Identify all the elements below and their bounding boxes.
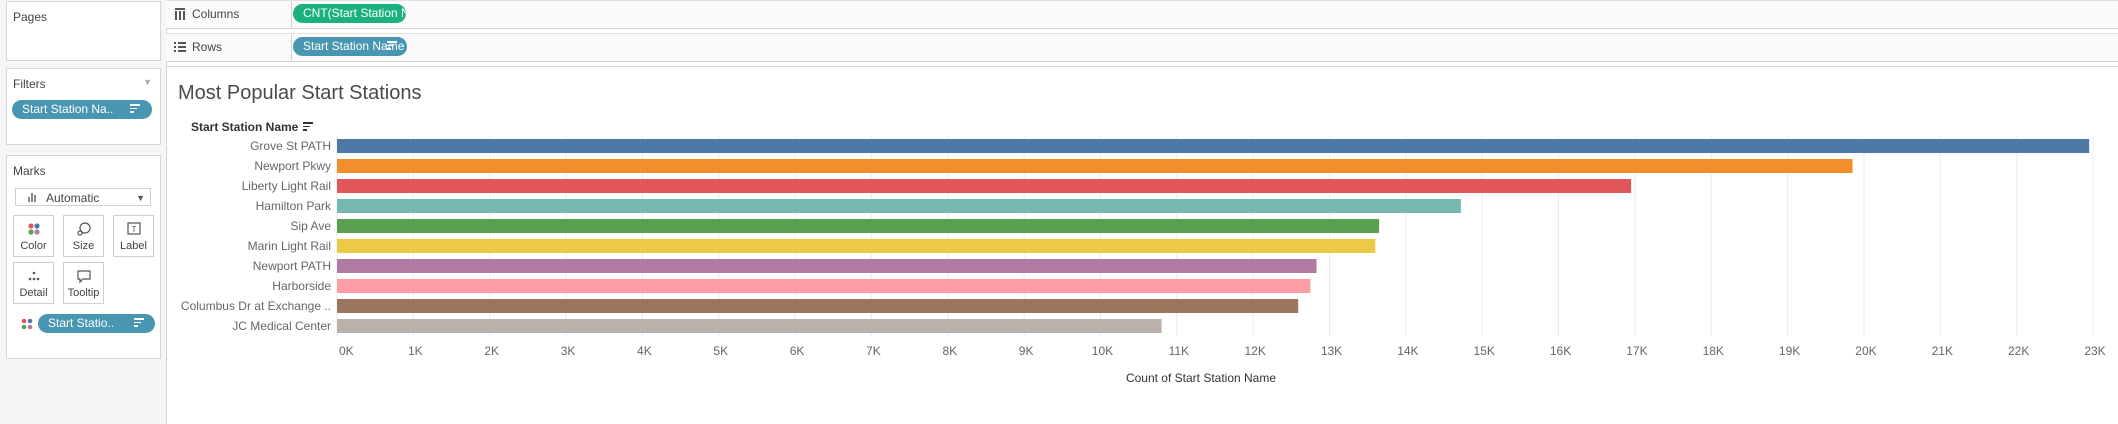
x-tick-label: 15K <box>1474 344 1495 358</box>
x-tick-label: 18K <box>1703 344 1724 358</box>
x-axis-title: Count of Start Station Name <box>1126 371 1276 385</box>
marks-title: Marks <box>13 164 46 178</box>
sort-icon[interactable] <box>303 122 313 132</box>
columns-shelf[interactable]: Columns CNT(Start Station Na.. <box>166 0 2118 29</box>
tooltip-button[interactable]: Tooltip <box>63 262 104 304</box>
filters-menu-icon[interactable]: ▼ <box>143 77 152 87</box>
category-label: Liberty Light Rail <box>242 179 331 193</box>
x-tick-label: 5K <box>713 344 728 358</box>
x-tick-label: 10K <box>1092 344 1113 358</box>
category-label: Harborside <box>272 279 331 293</box>
label-button[interactable]: T Label <box>113 215 154 257</box>
bar[interactable] <box>337 219 1380 233</box>
columns-pill-label: CNT(Start Station Na.. <box>303 6 406 20</box>
filter-pill-start-station[interactable]: Start Station Na.. <box>12 100 152 119</box>
color-encoding-icon <box>21 318 33 330</box>
label-icon: T <box>126 222 141 235</box>
shelf-divider <box>166 66 2118 67</box>
rows-pill[interactable]: Start Station Name <box>293 37 407 56</box>
color-pill-label: Start Statio.. <box>48 316 115 330</box>
pages-title: Pages <box>13 10 48 24</box>
bar[interactable] <box>337 279 1311 293</box>
category-label: Newport Pkwy <box>254 159 331 173</box>
sort-icon <box>134 318 144 328</box>
x-tick-label: 23K <box>2084 344 2105 358</box>
left-panel: Pages Filters ▼ Start Station Na.. Marks… <box>0 0 167 424</box>
mark-type-value: Automatic <box>46 191 100 205</box>
x-tick-label: 8K <box>942 344 957 358</box>
detail-button[interactable]: Detail <box>13 262 54 304</box>
rows-icon <box>174 41 186 53</box>
rows-pill-label: Start Station Name <box>303 39 405 53</box>
chevron-down-icon: ▼ <box>136 193 145 203</box>
columns-pill[interactable]: CNT(Start Station Na.. <box>293 4 406 23</box>
category-label: Marin Light Rail <box>248 239 331 253</box>
bar[interactable] <box>337 239 1376 253</box>
bar[interactable] <box>337 199 1461 213</box>
x-tick-label: 4K <box>637 344 652 358</box>
color-label: Color <box>20 240 47 252</box>
tooltip-label: Tooltip <box>67 287 100 299</box>
columns-icon <box>174 8 186 20</box>
x-tick-label: 16K <box>1550 344 1571 358</box>
x-tick-label: 19K <box>1779 344 1800 358</box>
row-header[interactable]: Start Station Name <box>191 120 313 134</box>
category-label: Hamilton Park <box>256 199 332 213</box>
tooltip-icon <box>76 270 91 284</box>
detail-icon <box>28 271 39 281</box>
category-label: JC Medical Center <box>232 319 331 333</box>
columns-label: Columns <box>192 7 240 21</box>
filters-title: Filters <box>13 77 46 91</box>
x-tick-label: 14K <box>1397 344 1418 358</box>
x-tick-label: 1K <box>408 344 423 358</box>
category-label: Columbus Dr at Exchange .. <box>181 299 331 313</box>
category-label: Grove St PATH <box>250 139 331 153</box>
bar[interactable] <box>337 299 1299 313</box>
bar[interactable] <box>337 179 1632 193</box>
row-header-label: Start Station Name <box>191 120 299 134</box>
sort-icon <box>387 41 397 51</box>
x-tick-label: 22K <box>2008 344 2029 358</box>
x-tick-label: 7K <box>866 344 881 358</box>
x-tick-label: 13K <box>1321 344 1342 358</box>
bar[interactable] <box>337 159 1853 173</box>
sort-icon <box>130 104 140 114</box>
size-label: Size <box>72 240 95 252</box>
x-tick-label: 20K <box>1855 344 1876 358</box>
x-tick-label: 11K <box>1169 344 1189 358</box>
size-icon <box>76 222 91 236</box>
x-tick-label: 2K <box>484 344 499 358</box>
x-tick-label: 21K <box>1932 344 1953 358</box>
bar[interactable] <box>337 319 1162 333</box>
filter-pill-label: Start Station Na.. <box>22 102 114 116</box>
bar[interactable] <box>337 139 2090 153</box>
pages-card[interactable]: Pages <box>6 1 161 61</box>
rows-label: Rows <box>192 40 223 54</box>
svg-text:T: T <box>131 225 136 234</box>
color-button[interactable]: Color <box>13 215 54 257</box>
category-label: Newport PATH <box>253 259 331 273</box>
x-tick-label: 12K <box>1244 344 1265 358</box>
bar-chart-icon <box>28 192 38 202</box>
color-pill-start-station[interactable]: Start Statio.. <box>38 314 155 333</box>
size-button[interactable]: Size <box>63 215 104 257</box>
x-tick-label: 3K <box>561 344 576 358</box>
rows-shelf-header: Rows <box>166 34 292 61</box>
x-tick-label: 0K <box>339 344 354 358</box>
x-tick-label: 9K <box>1019 344 1034 358</box>
marks-card: Marks Automatic ▼ Color Size T <box>6 155 161 359</box>
color-icon <box>27 223 40 235</box>
rows-shelf[interactable]: Rows Start Station Name <box>166 33 2118 62</box>
detail-label: Detail <box>19 287 48 299</box>
x-tick-label: 17K <box>1626 344 1647 358</box>
x-tick-label: 6K <box>790 344 805 358</box>
columns-shelf-header: Columns <box>166 1 292 28</box>
label-label: Label <box>120 240 147 252</box>
viz-title: Most Popular Start Stations <box>178 82 422 104</box>
filters-card[interactable]: Filters ▼ Start Station Na.. <box>6 68 161 145</box>
category-label: Sip Ave <box>291 219 332 233</box>
mark-type-dropdown[interactable]: Automatic ▼ <box>15 188 151 206</box>
bar[interactable] <box>337 259 1317 273</box>
